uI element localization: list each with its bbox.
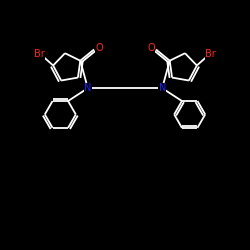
Text: N: N: [158, 83, 166, 93]
Text: Br: Br: [205, 49, 216, 59]
Text: O: O: [147, 43, 155, 53]
Text: O: O: [95, 43, 103, 53]
Text: N: N: [84, 83, 92, 93]
Text: Br: Br: [34, 49, 45, 59]
